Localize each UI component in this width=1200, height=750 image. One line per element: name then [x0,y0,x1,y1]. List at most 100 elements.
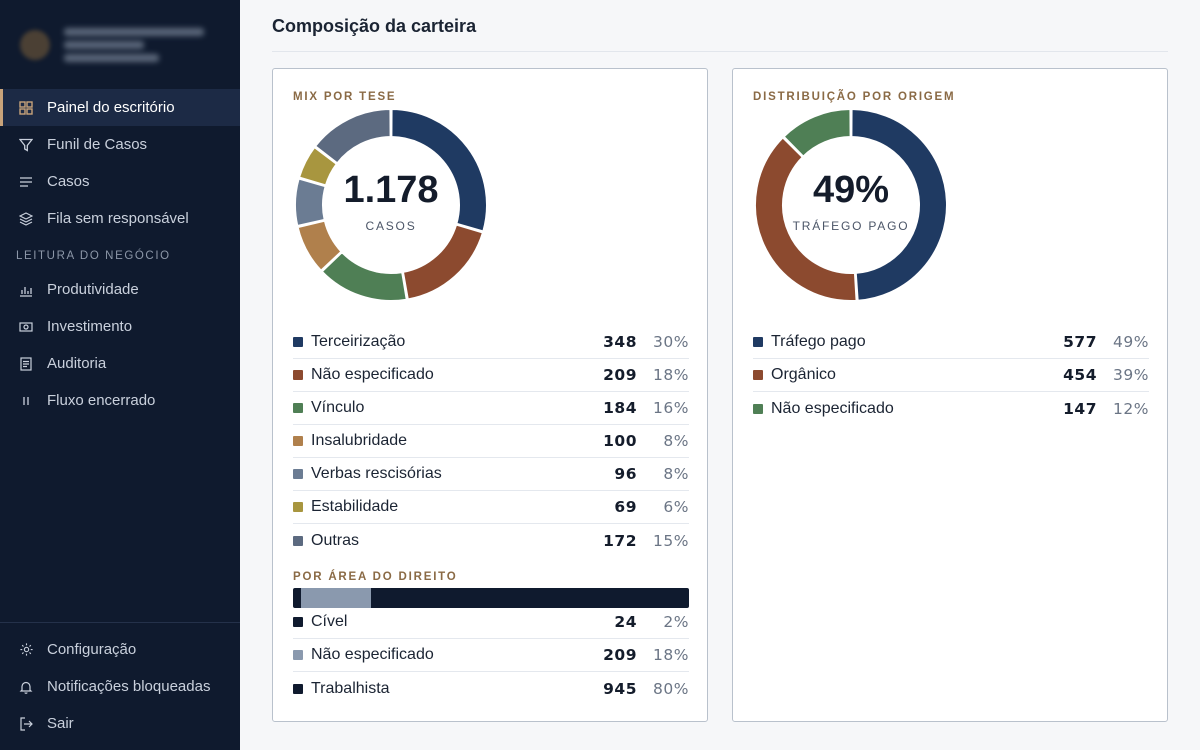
legend-percent: 18% [653,366,689,384]
legend-name: Não especificado [311,366,434,383]
area-legend: Cível 24 2% Não especificado 209 18% Trabalhis… [293,606,689,705]
legend-swatch [293,403,303,413]
legend-name: Orgânico [771,366,836,383]
legend-name: Outras [311,531,360,549]
donut-slice-nao-especificado [401,223,485,301]
legend-percent: 8% [663,465,689,483]
legend-swatch [753,403,763,414]
legend-count: 147 [1063,399,1097,418]
sidebar-item-label: Sair [47,715,74,732]
sidebar-item-label: Funil de Casos [47,136,148,153]
donut-slice-vinculo [320,250,408,302]
title-divider [272,51,1168,52]
gear-icon [18,642,34,658]
sidebar-item-label: Casos [47,173,90,190]
legend-swatch [293,650,303,660]
legend-swatch [293,535,303,546]
donut-slice-nao-especificado [782,107,852,158]
legend-swatch [753,337,763,347]
sidebar-item-painel[interactable]: Painel do escritório [0,89,240,126]
legend-percent: 6% [663,498,689,516]
legend-row-nao-especificado: Não especificado 209 18% [293,639,689,672]
legend-percent: 30% [653,333,689,351]
sidebar-item-label: Notificações bloqueadas [47,678,211,695]
grid-icon [18,100,34,116]
donut-highlight-label: TRÁFEGO PAGO [792,219,910,233]
brand-name-blurred [64,27,204,62]
legend-count: 577 [1063,333,1097,351]
sidebar-item-label: Fluxo encerrado [47,392,156,409]
area-label: POR ÁREA DO DIREITO [293,571,458,583]
sidebar-item-fluxo[interactable]: Fluxo encerrado [0,382,240,419]
donut-slice-trafego-pago [850,107,948,302]
legend-swatch [293,502,303,512]
legend-swatch [293,617,303,627]
sidebar-item-configuracao[interactable]: Configuração [0,631,240,668]
legend-swatch [293,683,303,694]
mix-por-tese-card: MIX POR TESE 1.178 CASOS Terceirização 34… [272,68,708,722]
legend-percent: 8% [663,432,689,450]
legend-count: 100 [603,432,637,450]
legend-count: 184 [603,399,637,417]
legend-row-trabalhista: Trabalhista 945 80% [293,672,689,705]
legend-count: 69 [614,498,637,516]
bell-icon [18,679,34,695]
legend-percent: 16% [653,399,689,417]
legend-name: Trabalhista [311,679,390,697]
legend-count: 454 [1063,366,1097,384]
sidebar-item-casos[interactable]: Casos [0,163,240,200]
mix-por-tese-donut [294,107,488,302]
legend-percent: 12% [1113,399,1149,418]
legend-row-vinculo: Vínculo 184 16% [293,392,689,425]
donut-total-label: CASOS [365,219,417,233]
legend-name: Não especificado [311,646,434,663]
legend-row-outras: Outras 172 15% [293,524,689,557]
bar-chart-icon [18,282,34,298]
list-icon [18,174,34,190]
sidebar-item-investimento[interactable]: Investimento [0,308,240,345]
legend-row-verbas-rescisorias: Verbas rescisórias 96 8% [293,458,689,491]
sidebar-item-label: Fila sem responsável [47,210,189,227]
legend-row-insalubridade: Insalubridade 100 8% [293,425,689,458]
donut-center: 49% TRÁFEGO PAGO [753,107,949,303]
sidebar-item-notificacoes[interactable]: Notificações bloqueadas [0,668,240,705]
distribuicao-origem-donut [754,107,948,302]
legend-name: Insalubridade [311,432,408,449]
sidebar-item-sair[interactable]: Sair [0,705,240,742]
page-title: Composição da carteira [272,16,477,36]
legend-name: Tráfego pago [771,333,866,350]
mix-por-tese-legend: Terceirização 348 30% Não especificado 209 18… [293,326,689,557]
sidebar: Painel do escritório Funil de Casos Caso… [0,0,240,750]
legend-name: Não especificado [771,399,894,417]
sidebar-item-fila[interactable]: Fila sem responsável [0,200,240,237]
sidebar-item-funil[interactable]: Funil de Casos [0,126,240,163]
sidebar-item-auditoria[interactable]: Auditoria [0,345,240,382]
legend-count: 348 [603,333,637,351]
legend-row-nao-especificado: Não especificado 147 12% [753,392,1149,425]
legend-swatch [293,436,303,446]
stacked-bar-segment-trabalhista [371,588,689,608]
sidebar-item-label: Auditoria [47,355,107,372]
card-label: MIX POR TESE [293,91,397,103]
legend-count: 96 [614,465,637,483]
legend-count: 209 [603,646,637,664]
legend-percent: 39% [1113,366,1149,384]
donut-highlight-value: 49% [812,169,890,211]
legend-swatch [753,370,763,380]
sidebar-item-label: Produtividade [47,281,139,298]
legend-row-trafego-pago: Tráfego pago 577 49% [753,326,1149,359]
legend-swatch [293,337,303,347]
legend-name: Verbas rescisórias [311,465,442,482]
sidebar-item-label: Configuração [47,641,137,658]
legend-count: 172 [603,531,637,550]
legend-percent: 18% [653,646,689,664]
legend-name: Terceirização [311,333,406,350]
distribuicao-origem-legend: Tráfego pago 577 49% Orgânico 454 39% Não espe… [753,326,1149,425]
card-label: DISTRIBUIÇÃO POR ORIGEM [753,91,956,103]
legend-name: Cível [311,613,348,630]
sidebar-item-produtividade[interactable]: Produtividade [0,271,240,308]
brand[interactable] [0,0,240,89]
filter-icon [18,137,34,153]
legend-name: Vínculo [311,399,365,416]
legend-percent: 80% [653,679,689,698]
